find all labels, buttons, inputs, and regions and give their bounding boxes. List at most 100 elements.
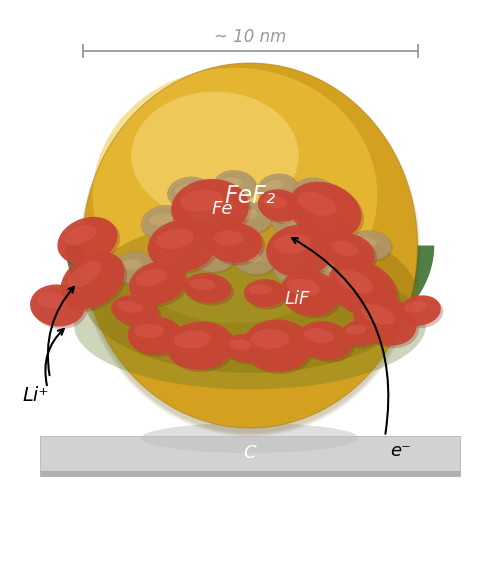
Ellipse shape (229, 339, 252, 350)
Ellipse shape (281, 259, 301, 270)
Ellipse shape (30, 285, 85, 327)
Ellipse shape (186, 276, 234, 306)
Ellipse shape (258, 189, 302, 222)
Ellipse shape (157, 253, 176, 262)
Ellipse shape (344, 323, 382, 349)
Ellipse shape (228, 202, 272, 234)
Ellipse shape (74, 261, 426, 389)
Ellipse shape (356, 237, 376, 247)
Ellipse shape (331, 241, 358, 256)
Ellipse shape (82, 63, 417, 428)
Ellipse shape (149, 213, 172, 225)
Ellipse shape (264, 180, 284, 190)
Ellipse shape (314, 255, 360, 289)
Ellipse shape (351, 232, 393, 262)
Ellipse shape (80, 65, 420, 436)
Ellipse shape (60, 220, 120, 267)
Ellipse shape (341, 320, 379, 346)
Ellipse shape (260, 192, 305, 224)
Ellipse shape (121, 259, 142, 270)
Text: LiF: LiF (285, 290, 310, 308)
Ellipse shape (274, 252, 316, 284)
Ellipse shape (237, 248, 277, 276)
Ellipse shape (168, 324, 236, 372)
Ellipse shape (230, 203, 274, 235)
Polygon shape (66, 246, 434, 370)
Ellipse shape (141, 205, 189, 241)
Text: ~ 10 nm: ~ 10 nm (214, 28, 286, 46)
Ellipse shape (214, 230, 244, 246)
Text: FeF₂: FeF₂ (224, 183, 276, 208)
Ellipse shape (92, 68, 378, 323)
Ellipse shape (249, 284, 272, 295)
Ellipse shape (304, 328, 334, 343)
Ellipse shape (266, 225, 334, 277)
Ellipse shape (272, 208, 314, 238)
Ellipse shape (300, 185, 322, 196)
Ellipse shape (288, 182, 362, 239)
Ellipse shape (404, 301, 427, 312)
Ellipse shape (356, 298, 419, 348)
Ellipse shape (156, 229, 194, 249)
Ellipse shape (128, 316, 182, 354)
Ellipse shape (294, 179, 340, 212)
Ellipse shape (111, 295, 159, 326)
Ellipse shape (258, 174, 298, 202)
Ellipse shape (81, 66, 419, 435)
Ellipse shape (361, 304, 395, 325)
Ellipse shape (187, 207, 227, 237)
Ellipse shape (242, 253, 262, 262)
Ellipse shape (79, 65, 421, 436)
Ellipse shape (174, 331, 211, 349)
Ellipse shape (180, 190, 223, 212)
Ellipse shape (216, 172, 258, 202)
Ellipse shape (282, 273, 343, 318)
Ellipse shape (292, 178, 338, 210)
Ellipse shape (242, 319, 312, 371)
Ellipse shape (234, 209, 257, 220)
Ellipse shape (36, 292, 66, 308)
Ellipse shape (168, 177, 212, 209)
Ellipse shape (82, 218, 417, 373)
Ellipse shape (192, 239, 238, 272)
Ellipse shape (278, 215, 299, 225)
Ellipse shape (250, 329, 289, 349)
Ellipse shape (192, 212, 212, 222)
Ellipse shape (315, 221, 337, 233)
Ellipse shape (174, 182, 252, 239)
Text: e⁻: e⁻ (390, 443, 410, 461)
Ellipse shape (291, 184, 364, 242)
Ellipse shape (134, 324, 164, 338)
Ellipse shape (68, 261, 102, 288)
Ellipse shape (297, 192, 337, 216)
Ellipse shape (132, 264, 188, 307)
Text: Fe: Fe (212, 200, 233, 218)
Ellipse shape (221, 177, 242, 187)
Ellipse shape (224, 334, 266, 362)
Ellipse shape (246, 281, 288, 310)
Ellipse shape (63, 254, 127, 312)
Ellipse shape (235, 246, 275, 275)
Text: Li⁺: Li⁺ (22, 386, 49, 405)
Ellipse shape (82, 67, 418, 434)
Ellipse shape (274, 234, 311, 254)
Ellipse shape (116, 254, 158, 285)
Ellipse shape (268, 227, 336, 279)
Ellipse shape (210, 225, 265, 265)
Ellipse shape (116, 301, 143, 313)
Polygon shape (40, 470, 460, 475)
Ellipse shape (143, 207, 191, 242)
Ellipse shape (354, 295, 416, 346)
Ellipse shape (129, 261, 186, 305)
Ellipse shape (64, 225, 97, 245)
Ellipse shape (402, 298, 444, 328)
Ellipse shape (32, 287, 88, 329)
Ellipse shape (245, 322, 315, 374)
Polygon shape (86, 246, 414, 351)
Ellipse shape (399, 295, 441, 325)
Ellipse shape (349, 230, 391, 260)
Ellipse shape (58, 217, 118, 264)
Ellipse shape (148, 219, 218, 272)
Ellipse shape (280, 270, 340, 316)
Ellipse shape (214, 170, 256, 200)
